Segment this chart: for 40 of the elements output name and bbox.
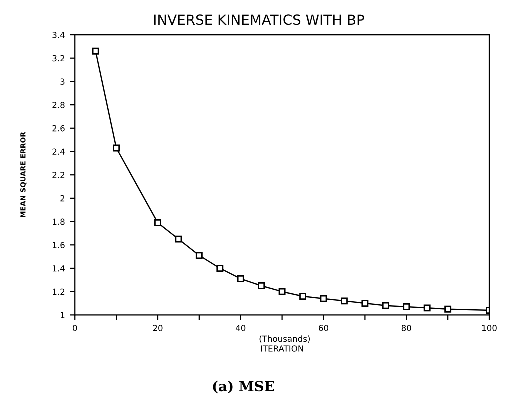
point [92, 48, 100, 55]
point [196, 252, 203, 260]
point [362, 300, 369, 307]
point [216, 265, 224, 272]
point [444, 306, 452, 313]
x-tick-label: 100 [482, 325, 497, 332]
point [424, 304, 431, 312]
y-tick-label: 1.8 [53, 218, 65, 226]
point [237, 276, 244, 282]
point [258, 282, 266, 290]
x-tick-label: 80 [402, 325, 412, 332]
y-tick-label: 2 [60, 195, 65, 202]
x-axis-title: ITERATION [261, 346, 304, 352]
point [175, 236, 182, 243]
x-tick-label: 0 [73, 325, 78, 332]
y-tick-label: 1.4 [53, 266, 65, 272]
y-tick-label: 3.2 [52, 55, 65, 62]
point [340, 298, 348, 305]
y-tick-label: 3 [60, 78, 65, 85]
point [300, 293, 307, 300]
y-tick-label: 2.2 [52, 172, 65, 178]
point [154, 219, 162, 226]
x-tick-label: 40 [236, 325, 246, 332]
chart-title: INVERSE KINEMATICS WITH BP [154, 14, 364, 26]
y-tick-label: 2.6 [52, 125, 65, 132]
y-tick-label: 2.4 [52, 148, 65, 155]
y-tick-label: 3.4 [52, 32, 65, 38]
point [113, 144, 120, 152]
y-tick-label: 2.8 [52, 102, 65, 108]
text: (a) MSE [213, 380, 274, 394]
y-tick-label: 1 [61, 312, 65, 318]
text: (Thousands) [260, 336, 310, 344]
y-tick-label: 1.2 [53, 288, 65, 295]
y-tick-label: 1.6 [53, 242, 65, 248]
x-tick-label: 60 [319, 325, 328, 332]
x-tick-label: 20 [153, 325, 163, 332]
point [382, 302, 390, 310]
point [403, 304, 410, 310]
point [278, 288, 286, 296]
point [320, 295, 328, 302]
